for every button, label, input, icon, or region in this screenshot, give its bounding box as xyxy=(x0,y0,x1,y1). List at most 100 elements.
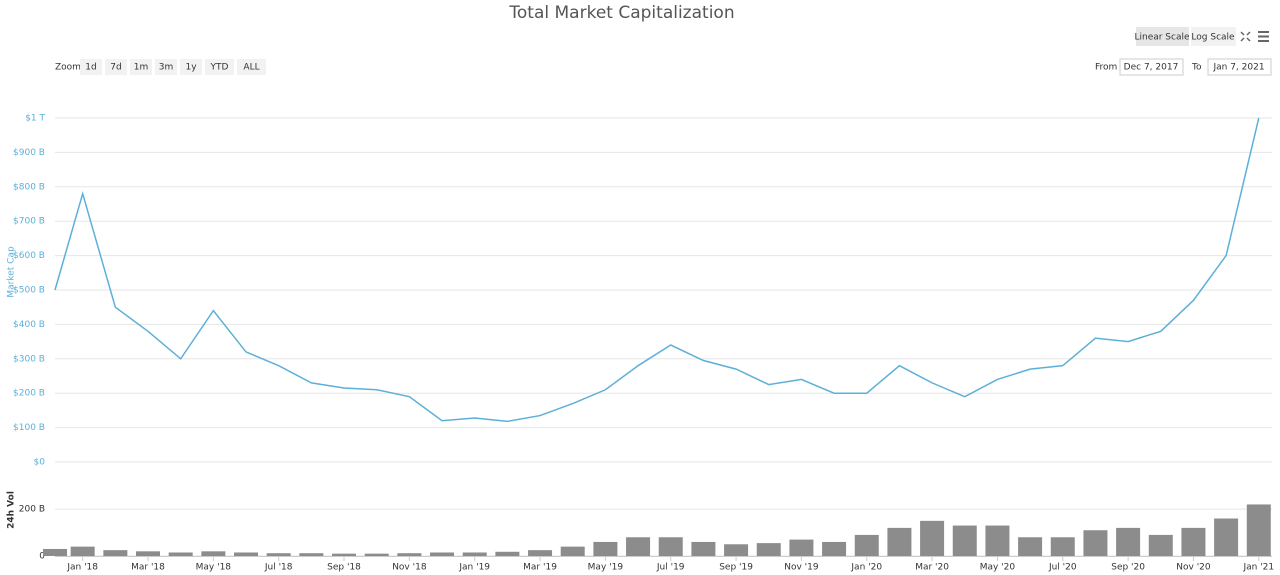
linear-label: Linear Scale xyxy=(1134,33,1190,43)
to-input[interactable] xyxy=(1207,58,1272,76)
y-tick-label: $500 B xyxy=(13,286,45,296)
x-tick-label: Sep '19 xyxy=(719,563,753,573)
zoom-button-label: YTD xyxy=(210,63,229,73)
x-tick-label: May '19 xyxy=(588,563,624,573)
y-tick-label: 200 B xyxy=(19,505,45,515)
y-tick-label: $0 xyxy=(34,458,46,468)
linear-button[interactable] xyxy=(1136,27,1189,46)
y-tick-label: $300 B xyxy=(13,354,45,364)
volume-bar xyxy=(234,552,259,556)
from-input[interactable] xyxy=(1119,58,1184,76)
x-tick-label: Mar '19 xyxy=(523,563,557,573)
y-tick-label: $1 T xyxy=(25,114,45,124)
volume-bar xyxy=(1083,530,1108,556)
from-label: From xyxy=(1095,63,1117,73)
zoom-button-label: 1y xyxy=(185,63,197,73)
volume-bar xyxy=(266,553,291,556)
volume-bar xyxy=(1018,537,1043,556)
x-tick-label: Mar '20 xyxy=(915,563,949,573)
zoom-button[interactable] xyxy=(130,59,152,75)
fullscreen-icon[interactable] xyxy=(1240,31,1251,42)
x-tick-label: Jan '19 xyxy=(458,563,490,573)
volume-bar xyxy=(364,553,389,556)
zoom-button[interactable] xyxy=(205,59,234,75)
volume-bar xyxy=(397,553,422,556)
x-tick-label: Jul '18 xyxy=(264,563,293,573)
x-tick-label: May '20 xyxy=(980,563,1016,573)
zoom-button-label: 3m xyxy=(159,63,174,73)
zoom-button[interactable] xyxy=(80,59,102,75)
x-tick-label: Jul '20 xyxy=(1048,563,1077,573)
volume-bar xyxy=(1116,527,1141,556)
volume-bar xyxy=(724,544,749,556)
volume-bar xyxy=(691,541,716,556)
from-date: Dec 7, 2017 xyxy=(1124,63,1179,73)
zoom-button-label: 7d xyxy=(110,63,121,73)
zoom-button[interactable] xyxy=(155,59,177,75)
x-tick-label: Sep '20 xyxy=(1111,563,1145,573)
x-tick-label: Jan '18 xyxy=(66,563,98,573)
volume-bar xyxy=(43,548,67,556)
y-tick-label: 0 xyxy=(39,552,45,562)
scale-controls: Linear Scale Log Scale xyxy=(1134,27,1269,46)
volume-bar xyxy=(952,525,977,556)
zoom-button[interactable] xyxy=(105,59,127,75)
volume-bar xyxy=(136,551,161,556)
volume-bar xyxy=(70,546,95,556)
y-axis-title: Market Cap xyxy=(7,246,17,298)
y-tick-label: $400 B xyxy=(13,320,45,330)
volume-bar xyxy=(1181,527,1206,556)
market-cap-line xyxy=(54,117,1260,423)
volume-bar xyxy=(1148,534,1173,556)
volume-bar xyxy=(1214,518,1239,556)
volume-bar xyxy=(920,520,945,556)
volume-bar xyxy=(1246,504,1271,556)
volume-bar xyxy=(887,527,912,556)
y-tick-label: $200 B xyxy=(13,389,45,399)
zoom-button[interactable] xyxy=(180,59,202,75)
x-tick-label: May '18 xyxy=(196,563,232,573)
zoom-button-label: 1d xyxy=(85,63,96,73)
log-button[interactable] xyxy=(1191,27,1236,46)
y-tick-label: $800 B xyxy=(13,182,45,192)
to-label: To xyxy=(1191,63,1202,73)
volume-bar xyxy=(168,552,193,556)
volume-bar xyxy=(103,550,128,556)
x-tick-label: Nov '19 xyxy=(784,563,819,573)
volume-bar xyxy=(462,552,487,556)
volume-bar xyxy=(985,525,1010,556)
volume-bar xyxy=(593,541,618,556)
volume-bar xyxy=(822,541,847,556)
volume-bar xyxy=(626,537,651,556)
y-tick-label: $600 B xyxy=(13,251,45,261)
zoom-button-label: 1m xyxy=(134,63,149,73)
volume-bar xyxy=(430,552,455,556)
volume-bar xyxy=(332,553,357,556)
volume-bar xyxy=(658,537,683,556)
x-tick-label: Nov '18 xyxy=(392,563,427,573)
x-tick-label: Mar '18 xyxy=(131,563,165,573)
volume-bar xyxy=(528,550,553,556)
volume-bar xyxy=(299,553,324,556)
x-tick-label: Jul '19 xyxy=(656,563,685,573)
to-date: Jan 7, 2021 xyxy=(1212,63,1264,73)
volume-bar xyxy=(756,543,781,556)
volume-bar xyxy=(1050,537,1075,556)
menu-icon[interactable] xyxy=(1258,31,1269,42)
zoom-label: Zoom xyxy=(55,63,81,73)
volume-bar xyxy=(495,551,520,556)
volume-bar xyxy=(201,551,226,556)
chart-title: Total Market Capitalization xyxy=(508,3,734,23)
x-tick-label: Nov '20 xyxy=(1176,563,1211,573)
y-tick-label: $100 B xyxy=(13,423,45,433)
x-tick-label: Jan '20 xyxy=(850,563,882,573)
log-label: Log Scale xyxy=(1191,33,1235,43)
volume-bar xyxy=(560,546,585,556)
y-tick-label: $900 B xyxy=(13,148,45,158)
zoom-button-label: ALL xyxy=(243,63,259,73)
x-tick-label: Sep '18 xyxy=(327,563,361,573)
zoom-button[interactable] xyxy=(237,59,266,75)
volume-axis-title: 24h Vol xyxy=(7,491,17,529)
volume-bar xyxy=(789,539,814,556)
